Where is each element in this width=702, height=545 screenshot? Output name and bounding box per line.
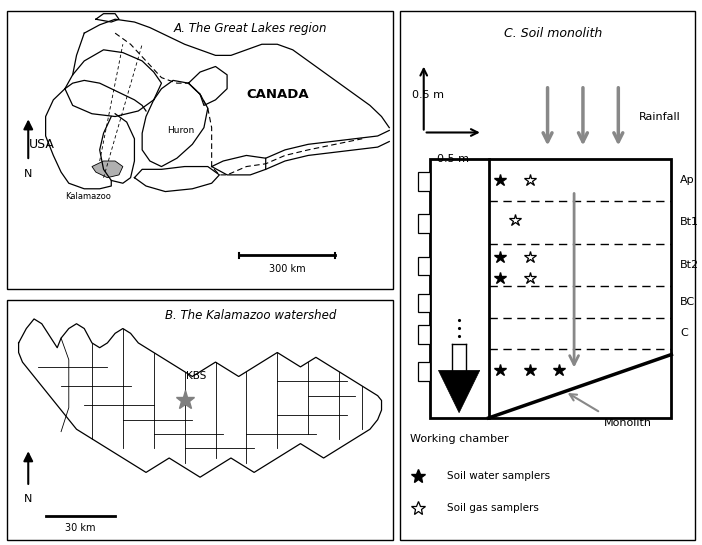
Text: B. The Kalamazoo watershed: B. The Kalamazoo watershed xyxy=(164,310,336,322)
Text: Ap: Ap xyxy=(680,175,695,185)
Text: Kalamazoo: Kalamazoo xyxy=(65,191,111,201)
Text: 30 km: 30 km xyxy=(65,523,95,533)
Text: Working chamber: Working chamber xyxy=(410,434,508,444)
Bar xyxy=(418,257,430,275)
Text: CANADA: CANADA xyxy=(246,88,309,101)
Text: Soil gas samplers: Soil gas samplers xyxy=(447,503,539,513)
Text: 300 km: 300 km xyxy=(269,264,305,274)
Text: 0.5 m: 0.5 m xyxy=(437,154,469,164)
Text: USA: USA xyxy=(29,138,55,151)
Text: Rainfall: Rainfall xyxy=(639,112,680,122)
Text: A. The Great Lakes region: A. The Great Lakes region xyxy=(173,22,327,35)
Text: N: N xyxy=(24,494,32,504)
Text: 0.5 m: 0.5 m xyxy=(412,90,444,100)
Text: KBS: KBS xyxy=(186,371,206,382)
Text: C. Soil monolith: C. Soil monolith xyxy=(504,27,602,40)
Text: Bt2: Bt2 xyxy=(680,259,699,270)
Bar xyxy=(430,159,671,418)
Text: N: N xyxy=(24,169,32,179)
Text: Monolith: Monolith xyxy=(604,418,651,428)
Text: Bt1: Bt1 xyxy=(680,217,699,227)
Bar xyxy=(418,172,430,191)
Text: Huron: Huron xyxy=(167,126,194,135)
Text: BC: BC xyxy=(680,296,696,307)
Bar xyxy=(418,214,430,233)
Bar xyxy=(418,362,430,381)
Polygon shape xyxy=(92,161,123,178)
Text: Soil water samplers: Soil water samplers xyxy=(447,471,550,481)
Polygon shape xyxy=(439,371,479,413)
Bar xyxy=(418,294,430,312)
Text: C: C xyxy=(680,329,688,338)
Bar xyxy=(418,325,430,344)
